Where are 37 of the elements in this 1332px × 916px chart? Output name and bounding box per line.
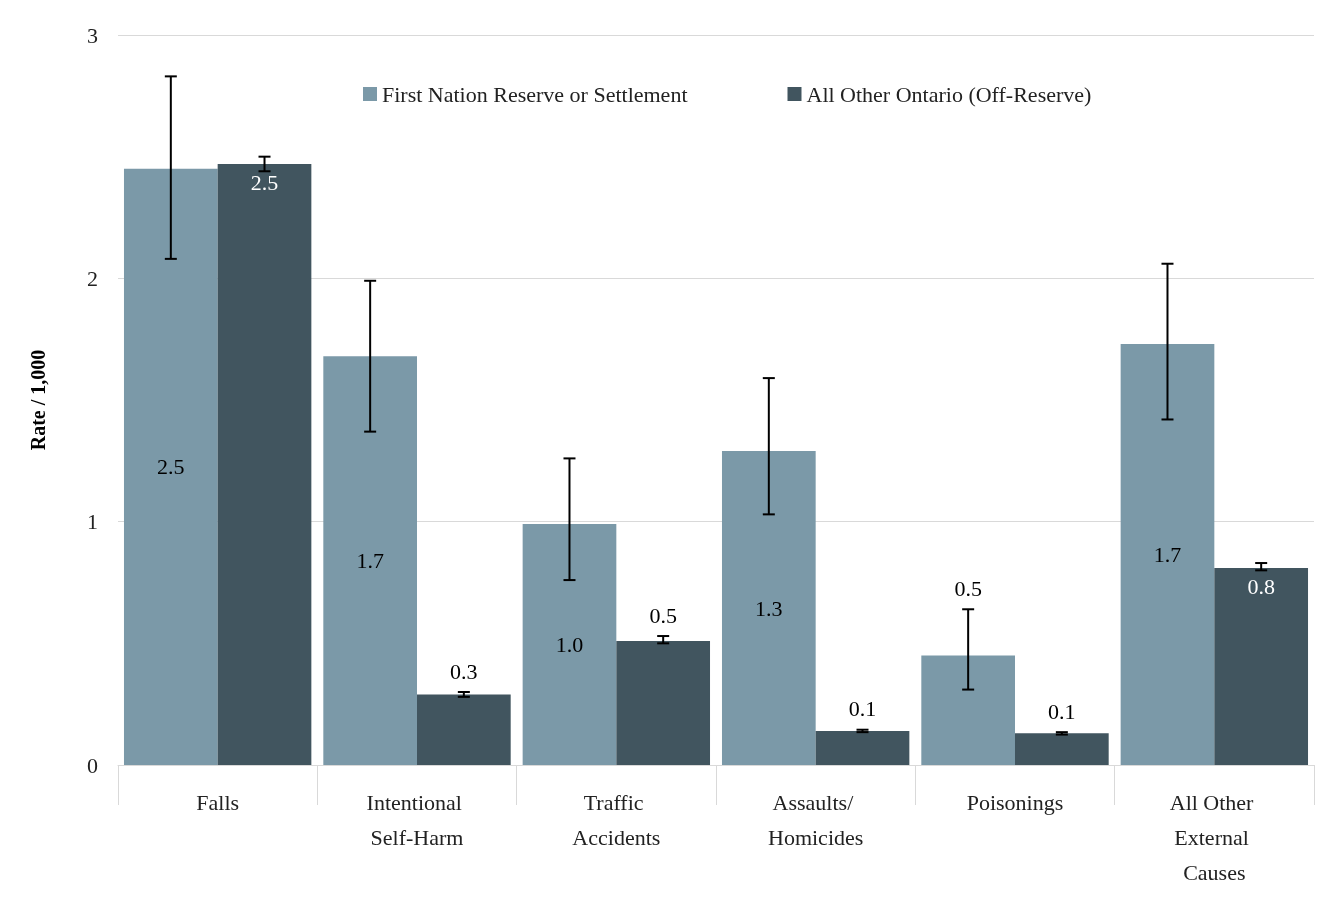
bar <box>1120 344 1215 765</box>
x-tick-label: Falls <box>196 790 240 815</box>
data-label: 1.7 <box>356 548 384 574</box>
data-label: 1.7 <box>1153 542 1182 568</box>
data-label: 2.5 <box>157 454 185 480</box>
bar <box>1015 733 1109 765</box>
y-tick-label: 2 <box>87 265 98 291</box>
data-label: 0.1 <box>1048 698 1076 724</box>
data-label: 0.8 <box>1247 574 1275 600</box>
legend-label: First Nation Reserve or Settlement <box>382 81 688 107</box>
legend-label: All Other Ontario (Off-Reserve) <box>806 81 1092 107</box>
bar <box>123 168 218 765</box>
bar <box>616 640 711 765</box>
bar <box>522 524 617 765</box>
y-tick-label: 3 <box>87 22 98 48</box>
data-label: 1.0 <box>555 632 584 658</box>
bar <box>417 694 511 765</box>
x-tick-label: All Other External Causes <box>1169 790 1259 885</box>
bar <box>721 451 816 765</box>
x-tick-label: Assaults/ Homicides <box>768 790 864 850</box>
data-label: 0.1 <box>848 696 877 722</box>
x-tick-label: Intentional Self-Harm <box>366 790 468 850</box>
bar <box>323 356 417 765</box>
data-label: 0.5 <box>649 602 677 628</box>
data-label: 2.5 <box>250 170 279 196</box>
data-label: 0.3 <box>450 658 478 684</box>
bar <box>815 730 910 765</box>
bar <box>921 655 1015 765</box>
bar <box>1214 567 1309 765</box>
x-tick-label: Poisonings <box>966 790 1064 815</box>
y-axis-title: Rate / 1,000 <box>27 349 49 451</box>
bar <box>217 163 312 765</box>
data-label: 0.5 <box>954 575 982 601</box>
data-label: 1.3 <box>755 595 783 621</box>
x-tick-label: Traffic Accidents <box>572 790 661 850</box>
y-tick-label: 0 <box>87 752 98 778</box>
y-tick-label: 1 <box>87 509 98 535</box>
